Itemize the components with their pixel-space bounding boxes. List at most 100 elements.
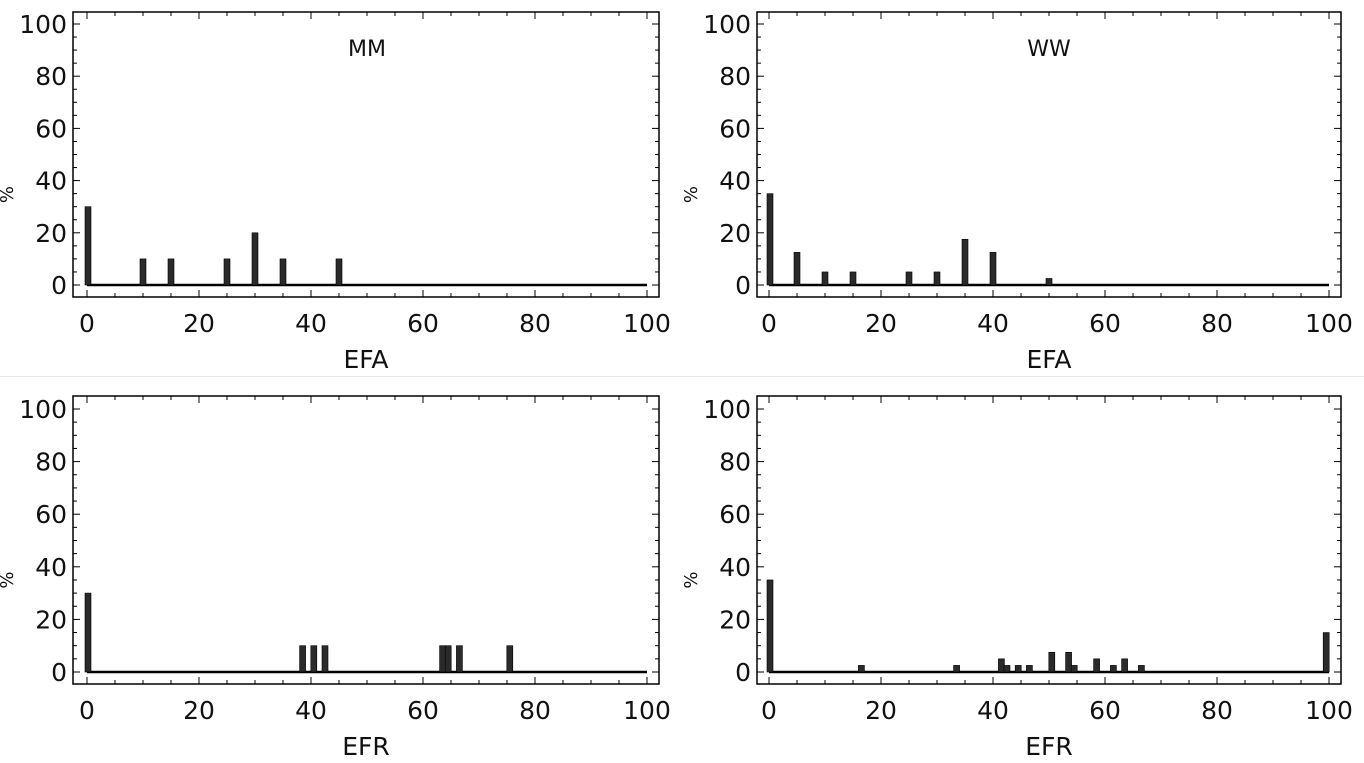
bar bbox=[998, 659, 1004, 672]
bar bbox=[990, 252, 996, 285]
bar bbox=[300, 646, 306, 672]
bar bbox=[252, 233, 258, 285]
y-axis-label: % bbox=[681, 186, 702, 203]
x-tick-label: 40 bbox=[295, 696, 327, 725]
x-axis-label: EFR bbox=[1025, 732, 1073, 759]
bar bbox=[794, 252, 800, 285]
bar bbox=[1066, 652, 1072, 672]
x-tick-label: 100 bbox=[1305, 309, 1353, 338]
x-tick-label: 80 bbox=[519, 696, 551, 725]
x-tick-label: 20 bbox=[865, 696, 897, 725]
x-axis-label: EFR bbox=[342, 732, 390, 759]
bar bbox=[456, 646, 462, 672]
bar bbox=[440, 646, 446, 672]
x-axis-label: EFA bbox=[1027, 345, 1072, 374]
chart-panel-1: 0 20 40 60 80 100 0 20 40 60 80 100 EFA% MM bbox=[0, 10, 671, 374]
bar bbox=[168, 259, 174, 285]
x-tick-label: 40 bbox=[977, 309, 1009, 338]
bar bbox=[1004, 665, 1010, 672]
y-tick-label: 40 bbox=[719, 167, 751, 196]
y-tick-label: 40 bbox=[35, 167, 67, 196]
y-tick-label: 80 bbox=[35, 62, 67, 91]
x-tick-label: 20 bbox=[183, 696, 215, 725]
chart-title: MM bbox=[348, 37, 386, 62]
bar bbox=[140, 259, 146, 285]
y-tick-label: 20 bbox=[719, 605, 751, 634]
bar bbox=[1015, 665, 1021, 672]
x-tick-label: 80 bbox=[1201, 309, 1233, 338]
x-tick-label: 0 bbox=[761, 696, 777, 725]
plot-frame bbox=[73, 396, 659, 684]
y-tick-label: 0 bbox=[51, 271, 67, 300]
y-axis-label: % bbox=[681, 571, 702, 588]
bar bbox=[1049, 652, 1055, 672]
bar bbox=[85, 593, 91, 672]
y-tick-label: 0 bbox=[735, 658, 751, 687]
y-tick-label: 20 bbox=[35, 605, 67, 634]
bar bbox=[850, 272, 856, 285]
x-tick-label: 20 bbox=[183, 309, 215, 338]
bar bbox=[322, 646, 328, 672]
x-tick-label: 100 bbox=[623, 696, 671, 725]
y-tick-label: 60 bbox=[719, 114, 751, 143]
panel-divider bbox=[0, 376, 1364, 377]
bar bbox=[822, 272, 828, 285]
chart-title: WW bbox=[1027, 37, 1071, 62]
y-tick-label: 0 bbox=[51, 658, 67, 687]
x-tick-label: 0 bbox=[79, 696, 95, 725]
x-tick-label: 60 bbox=[407, 696, 439, 725]
y-tick-label: 20 bbox=[35, 219, 67, 248]
bar bbox=[336, 259, 342, 285]
y-tick-label: 60 bbox=[35, 500, 67, 529]
y-tick-label: 40 bbox=[35, 553, 67, 582]
chart-panel-4: 0 20 40 60 80 100 0 20 40 60 80 100 EFR% bbox=[681, 395, 1353, 759]
y-tick-label: 100 bbox=[703, 395, 751, 424]
bar bbox=[1323, 633, 1329, 672]
x-axis-label: EFA bbox=[344, 345, 389, 374]
x-tick-label: 20 bbox=[865, 309, 897, 338]
bar bbox=[1110, 665, 1116, 672]
bar bbox=[1138, 665, 1144, 672]
plot-frame bbox=[757, 396, 1341, 684]
x-tick-label: 40 bbox=[977, 696, 1009, 725]
bar bbox=[767, 580, 773, 672]
bar bbox=[445, 646, 451, 672]
x-tick-label: 80 bbox=[1201, 696, 1233, 725]
y-tick-label: 80 bbox=[719, 448, 751, 477]
bar bbox=[507, 646, 513, 672]
x-tick-label: 40 bbox=[295, 309, 327, 338]
bar bbox=[954, 665, 960, 672]
x-tick-label: 60 bbox=[407, 309, 439, 338]
y-axis-label: % bbox=[0, 186, 18, 203]
bar bbox=[934, 272, 940, 285]
x-tick-label: 60 bbox=[1089, 309, 1121, 338]
bar bbox=[280, 259, 286, 285]
bar bbox=[1094, 659, 1100, 672]
bar bbox=[906, 272, 912, 285]
bar bbox=[1122, 659, 1128, 672]
bar bbox=[858, 665, 864, 672]
bar bbox=[1071, 665, 1077, 672]
y-tick-label: 100 bbox=[703, 10, 751, 39]
y-tick-label: 60 bbox=[35, 114, 67, 143]
y-axis-label: % bbox=[0, 571, 18, 588]
y-tick-label: 100 bbox=[19, 395, 67, 424]
y-tick-label: 100 bbox=[19, 10, 67, 39]
y-tick-label: 80 bbox=[35, 448, 67, 477]
y-tick-label: 80 bbox=[719, 62, 751, 91]
bar bbox=[962, 239, 968, 285]
y-tick-label: 0 bbox=[735, 271, 751, 300]
x-tick-label: 0 bbox=[761, 309, 777, 338]
bar bbox=[1026, 665, 1032, 672]
x-tick-label: 100 bbox=[1305, 696, 1353, 725]
bar bbox=[224, 259, 230, 285]
bar bbox=[1046, 278, 1052, 285]
chart-panel-2: 0 20 40 60 80 100 0 20 40 60 80 100 EFA% WW bbox=[681, 10, 1353, 374]
y-tick-label: 40 bbox=[719, 553, 751, 582]
y-tick-label: 20 bbox=[719, 219, 751, 248]
x-tick-label: 100 bbox=[623, 309, 671, 338]
y-tick-label: 60 bbox=[719, 500, 751, 529]
chart-panel-3: 0 20 40 60 80 100 0 20 40 60 80 100 EFR% bbox=[0, 395, 671, 759]
x-tick-label: 60 bbox=[1089, 696, 1121, 725]
